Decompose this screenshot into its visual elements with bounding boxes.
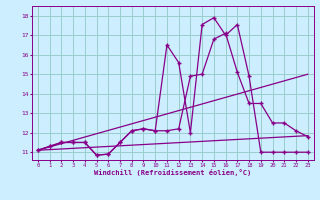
X-axis label: Windchill (Refroidissement éolien,°C): Windchill (Refroidissement éolien,°C) [94,169,252,176]
